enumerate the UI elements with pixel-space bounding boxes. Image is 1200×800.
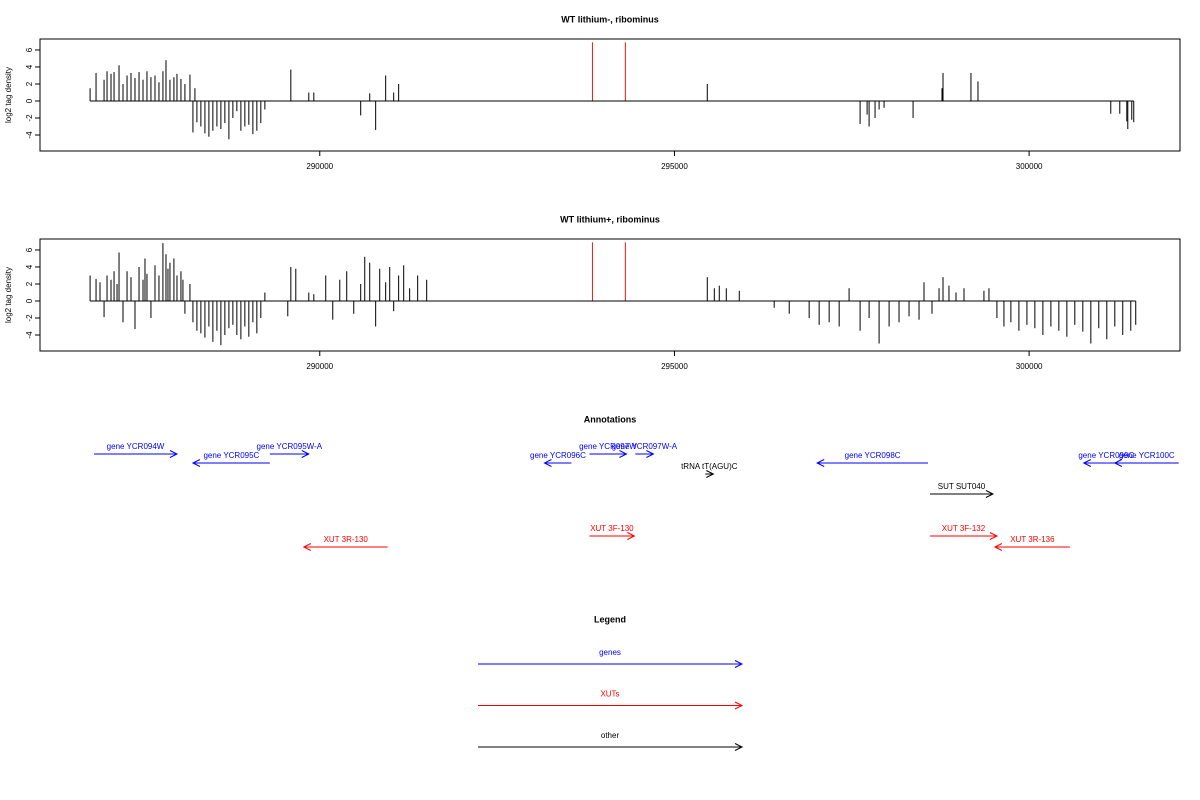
feature-arrow-head bbox=[301, 450, 310, 458]
legend-title: Legend bbox=[594, 614, 626, 624]
y-tick-label: 4 bbox=[25, 264, 34, 269]
feature-arrow-head bbox=[706, 470, 715, 478]
x-tick-label: 290000 bbox=[306, 162, 333, 171]
feature-label: gene YCR097W bbox=[579, 442, 637, 451]
feature-label: XUT 3R-136 bbox=[1010, 535, 1055, 544]
y-axis-label: log2 tag density bbox=[4, 267, 13, 323]
legend-label: genes bbox=[599, 648, 621, 657]
feature-label: gene YCR095C bbox=[203, 451, 259, 460]
x-tick-label: 295000 bbox=[661, 362, 688, 371]
feature-arrow-head bbox=[543, 459, 552, 467]
feature-label: gene YCR095W-A bbox=[257, 442, 323, 451]
chart-title: WT lithium+, ribominus bbox=[560, 214, 660, 224]
feature-label: gene YCR096C bbox=[530, 451, 586, 460]
feature-arrow-head bbox=[627, 532, 636, 540]
y-tick-label: -2 bbox=[25, 314, 34, 322]
x-tick-label: 290000 bbox=[306, 362, 333, 371]
feature-label: gene YCR098C bbox=[845, 451, 901, 460]
y-tick-label: 0 bbox=[25, 98, 34, 103]
feature-arrow-head bbox=[985, 490, 995, 498]
feature-arrow-head bbox=[1113, 459, 1123, 467]
y-tick-label: 6 bbox=[25, 247, 34, 252]
feature-arrow-head bbox=[989, 532, 999, 540]
feature-arrow-head bbox=[619, 450, 628, 458]
feature-label: XUT 3F-130 bbox=[590, 524, 634, 533]
annotations-title: Annotations bbox=[584, 414, 637, 424]
plot-frame bbox=[39, 38, 1181, 152]
feature-label: gene YCR099C bbox=[1078, 451, 1134, 460]
x-tick-label: 300000 bbox=[1016, 162, 1043, 171]
feature-label: XUT 3F-132 bbox=[942, 524, 986, 533]
y-tick-label: 2 bbox=[25, 81, 34, 86]
y-tick-label: -4 bbox=[25, 331, 34, 339]
y-tick-label: 4 bbox=[25, 64, 34, 69]
legend-arrow-head bbox=[734, 660, 744, 668]
feature-label: tRNA tT(AGU)C bbox=[681, 462, 738, 471]
feature-arrow-head bbox=[816, 459, 825, 467]
y-tick-label: 6 bbox=[25, 47, 34, 52]
legend-label: other bbox=[601, 731, 620, 740]
legend-label: XUTs bbox=[600, 690, 619, 699]
feature-label: SUT SUT040 bbox=[938, 482, 986, 491]
y-tick-label: -2 bbox=[25, 114, 34, 122]
feature-label: gene YCR097W-A bbox=[612, 442, 678, 451]
y-tick-label: 2 bbox=[25, 281, 34, 286]
x-tick-label: 300000 bbox=[1016, 362, 1043, 371]
legend-arrow-head bbox=[734, 701, 744, 710]
feature-label: XUT 3R-130 bbox=[324, 535, 369, 544]
x-tick-label: 295000 bbox=[661, 162, 688, 171]
y-tick-label: 0 bbox=[25, 298, 34, 303]
plot-frame bbox=[39, 238, 1181, 352]
legend-arrow-head bbox=[734, 743, 744, 751]
feature-arrow-head bbox=[1082, 459, 1092, 467]
y-axis-label: log2 tag density bbox=[4, 67, 13, 123]
feature-label: gene YCR100C bbox=[1119, 451, 1175, 460]
feature-arrow-head bbox=[191, 459, 201, 467]
y-tick-label: -4 bbox=[25, 131, 34, 139]
feature-arrow-head bbox=[302, 543, 312, 551]
feature-label: gene YCR094W bbox=[107, 442, 165, 451]
feature-arrow-head bbox=[646, 450, 655, 458]
feature-arrow-head bbox=[993, 543, 1003, 551]
chart-title: WT lithium-, ribominus bbox=[561, 14, 659, 24]
feature-arrow-head bbox=[169, 450, 179, 458]
